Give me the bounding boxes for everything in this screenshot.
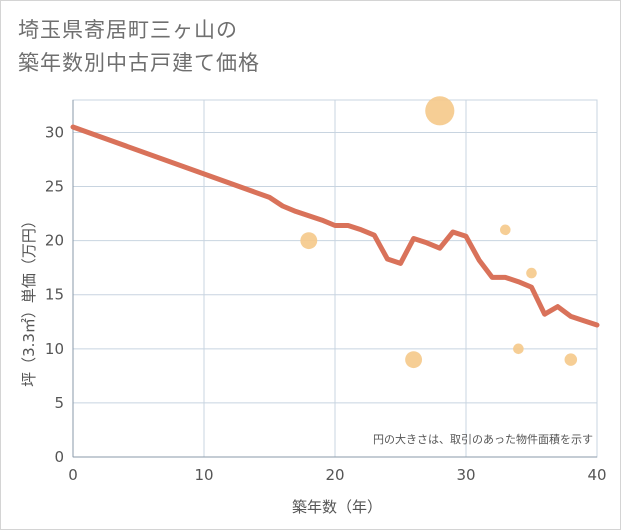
size-note: 円の大きさは、取引のあった物件面積を示す: [373, 432, 593, 446]
y-tick-label: 30: [45, 123, 64, 141]
line-series: [70, 124, 600, 328]
bubble-point: [526, 267, 537, 279]
y-tick-label: 15: [45, 286, 64, 304]
bubble-point: [425, 96, 455, 126]
bubble-point: [405, 351, 423, 369]
bubble-point: [513, 343, 524, 355]
bubble-point: [300, 232, 318, 250]
bubble-series: [300, 96, 578, 369]
x-tick-label: 20: [325, 466, 344, 484]
chart-title: 埼玉県寄居町三ヶ山の 築年数別中古戸建て価格: [18, 14, 260, 80]
x-tick-label: 0: [68, 466, 78, 484]
y-tick-label: 25: [45, 178, 64, 196]
x-tick-label: 40: [587, 466, 606, 484]
chart-title-line-2: 築年数別中古戸建て価格: [18, 51, 260, 75]
price-trend-line: [70, 124, 600, 328]
y-axis-title: 坪（3.3㎡）単価（万円）: [20, 213, 38, 387]
bubble-point: [500, 224, 511, 236]
y-tick-label: 5: [54, 394, 64, 412]
x-tick-label: 10: [194, 466, 213, 484]
bubble-point: [564, 353, 578, 366]
tick-labels: 0 10 20 30 40 0 5 10 15 20 25 30: [45, 123, 607, 484]
grid-lines: [72, 99, 598, 458]
y-tick-label: 20: [45, 232, 64, 250]
chart-title-line-1: 埼玉県寄居町三ヶ山の: [18, 18, 238, 42]
y-tick-label: 0: [54, 448, 64, 466]
x-tick-label: 30: [456, 466, 475, 484]
y-tick-label: 10: [45, 340, 64, 358]
x-axis-title: 築年数（年）: [292, 498, 382, 516]
